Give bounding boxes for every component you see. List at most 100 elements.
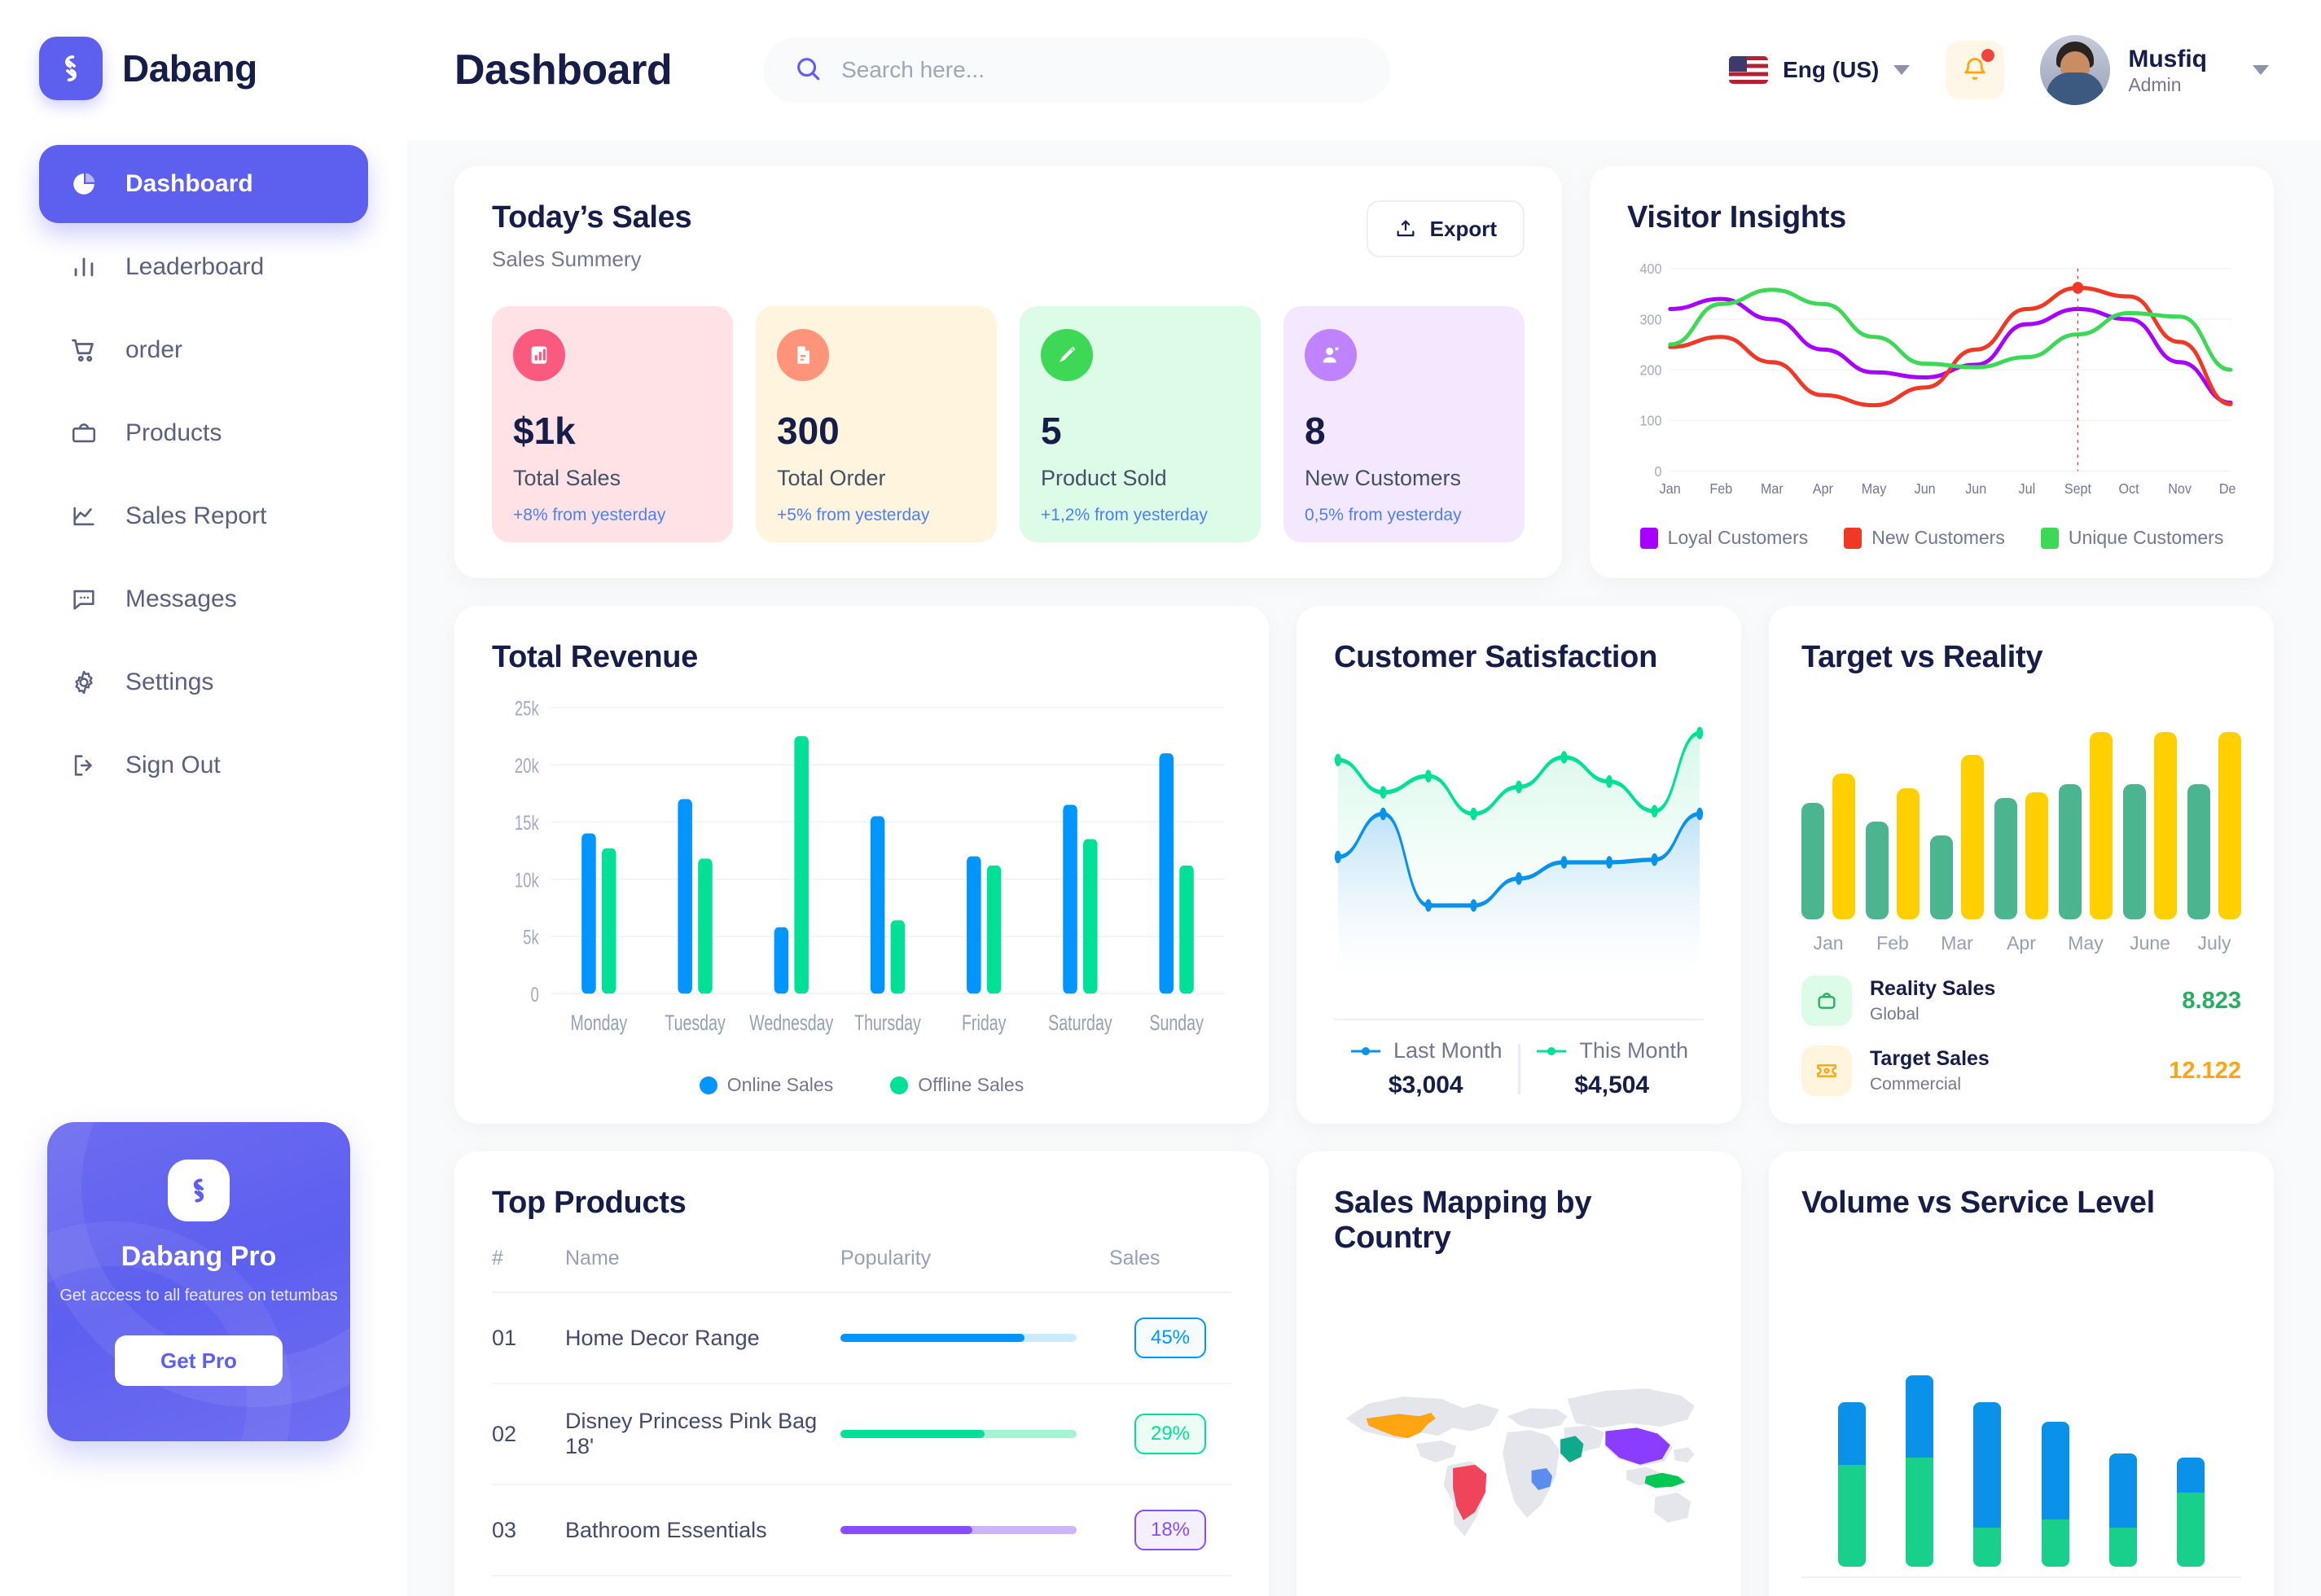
bar bbox=[1994, 797, 2017, 919]
svg-text:Mar: Mar bbox=[1761, 480, 1784, 497]
sidebar-item-label: Sales Report bbox=[125, 502, 267, 529]
total-revenue-chart: 0 5k 10k 15k 20k 25k Monday Tuesday Wednesday Thu… bbox=[492, 696, 1231, 1071]
sidebar-item-sign-out[interactable]: Sign Out bbox=[39, 726, 368, 805]
product-index: 01 bbox=[492, 1292, 565, 1384]
table-row[interactable]: 01 Home Decor Range 45% bbox=[492, 1292, 1231, 1384]
promo-logo-icon bbox=[168, 1160, 230, 1221]
axis-label: Apr bbox=[2007, 932, 2036, 954]
product-name: Apple Smartwatches bbox=[565, 1576, 840, 1596]
stacked-bar bbox=[1837, 1402, 1866, 1567]
notification-badge bbox=[1981, 49, 1995, 62]
axis-label: Jan bbox=[1813, 932, 1844, 954]
table-header-row: # Name Popularity Sales bbox=[492, 1247, 1231, 1293]
product-sales: 29% bbox=[1109, 1383, 1231, 1485]
cart-icon bbox=[67, 333, 101, 367]
sidebar-item-settings[interactable]: Settings bbox=[39, 643, 368, 721]
search-box[interactable] bbox=[763, 37, 1391, 103]
target-vs-reality-card: Target vs Reality Jan Feb Mar Apr May June Jul… bbox=[1769, 606, 2274, 1124]
sidebar-item-sales-report[interactable]: Sales Report bbox=[39, 477, 368, 555]
sidebar-item-label: Products bbox=[125, 419, 222, 446]
us-flag-icon bbox=[1729, 56, 1769, 84]
axis-label: June bbox=[2130, 932, 2170, 954]
svg-text:Jun: Jun bbox=[1915, 480, 1936, 497]
sidebar-item-label: Sign Out bbox=[125, 752, 221, 778]
bar bbox=[2187, 784, 2210, 919]
stat-card-product-sold: 5 Product Sold +1,2% from yesterday bbox=[1020, 306, 1261, 542]
svg-text:Nov: Nov bbox=[2168, 480, 2192, 497]
stat-delta: +8% from yesterday bbox=[513, 506, 666, 524]
user-menu[interactable]: Musfiq Admin bbox=[2040, 35, 2269, 105]
todays-sales-card: Today’s Sales Sales Summery Export bbox=[454, 166, 1562, 578]
map-country-dr-congo bbox=[1531, 1468, 1553, 1491]
language-label: Eng (US) bbox=[1783, 57, 1880, 82]
search-input[interactable] bbox=[841, 57, 1360, 83]
sidebar-item-products[interactable]: Products bbox=[39, 394, 368, 472]
stat-value: 5 bbox=[1041, 410, 1062, 452]
svg-text:0: 0 bbox=[1655, 463, 1662, 480]
notification-button[interactable] bbox=[1946, 41, 2005, 99]
top-products-title: Top Products bbox=[492, 1186, 687, 1220]
promo-card: Dabang Pro Get access to all features on… bbox=[47, 1122, 350, 1441]
bar-group bbox=[1801, 773, 1855, 919]
bar bbox=[1801, 803, 1824, 919]
product-index: 04 bbox=[492, 1576, 565, 1596]
svg-text:100: 100 bbox=[1640, 413, 1662, 429]
svg-text:Sept: Sept bbox=[2064, 480, 2092, 497]
svg-text:10k: 10k bbox=[515, 869, 540, 892]
promo-subtitle: Get access to all features on tetumbas bbox=[59, 1287, 338, 1304]
legend-row-target: Target Sales Commercial 12.122 bbox=[1801, 1046, 2241, 1096]
product-sales: 45% bbox=[1109, 1292, 1231, 1384]
map-country-brazil bbox=[1453, 1464, 1487, 1520]
axis-label: Mar bbox=[1941, 932, 1973, 954]
export-icon bbox=[1397, 220, 1415, 237]
sidebar-item-order[interactable]: order bbox=[39, 311, 368, 389]
target-vs-reality-legend: Reality Sales Global 8.823 bbox=[1801, 976, 2241, 1096]
volume-vs-service-chart bbox=[1801, 1242, 2241, 1576]
volume-vs-service-card: Volume vs Service Level Volume 1,135 Ser… bbox=[1769, 1151, 2274, 1596]
row-one: Today’s Sales Sales Summery Export bbox=[454, 166, 2274, 578]
bar-group bbox=[2187, 732, 2241, 919]
stacked-bar bbox=[1905, 1375, 1933, 1567]
svg-text:Jun: Jun bbox=[1965, 480, 1986, 497]
chevron-down-icon bbox=[1893, 65, 1911, 75]
bar-segment-volume bbox=[2041, 1422, 2069, 1520]
stat-label: Product Sold bbox=[1041, 466, 1167, 490]
total-revenue-card: Total Revenue 0 5k 10k 15k 20k 25k Monday Tuesd… bbox=[454, 606, 1269, 1124]
legend-item: New Customers bbox=[1844, 527, 2005, 549]
product-sales: 25% bbox=[1109, 1576, 1231, 1596]
bar bbox=[2123, 784, 2146, 919]
total-revenue-legend: Online Sales Offline Sales bbox=[492, 1074, 1231, 1096]
stacked-bar bbox=[2108, 1453, 2137, 1567]
stat-card-total-sales: $1k Total Sales +8% from yesterday bbox=[492, 306, 733, 542]
line-marker-icon bbox=[1350, 1046, 1380, 1055]
bar-segment-services bbox=[1973, 1528, 2002, 1567]
page-title: Dashboard bbox=[454, 46, 673, 94]
export-button[interactable]: Export bbox=[1366, 200, 1525, 257]
customer-satisfaction-title: Customer Satisfaction bbox=[1334, 640, 1658, 674]
search-icon bbox=[794, 55, 822, 86]
map-country-china bbox=[1605, 1427, 1670, 1465]
bar-group bbox=[1866, 788, 1920, 919]
language-selector[interactable]: Eng (US) bbox=[1729, 56, 1911, 84]
brand-name: Dabang bbox=[122, 47, 257, 90]
sidebar-item-dashboard[interactable]: Dashboard bbox=[39, 145, 368, 223]
svg-text:Apr: Apr bbox=[1813, 480, 1834, 497]
row-three: Top Products # Name Popularity Sales 01 H… bbox=[454, 1151, 2274, 1596]
sidebar-item-leaderboard[interactable]: Leaderboard bbox=[39, 228, 368, 306]
visitor-insights-title: Visitor Insights bbox=[1627, 200, 1846, 235]
svg-text:400: 400 bbox=[1640, 261, 1662, 278]
sidebar-item-label: Settings bbox=[125, 669, 214, 695]
table-row[interactable]: 04Apple Smartwatches 25% bbox=[492, 1576, 1231, 1596]
sidebar-item-messages[interactable]: Messages bbox=[39, 560, 368, 638]
get-pro-button[interactable]: Get Pro bbox=[115, 1335, 283, 1386]
top-products-table: # Name Popularity Sales 01 Home Decor Ran… bbox=[492, 1247, 1231, 1596]
table-row[interactable]: 03 Bathroom Essentials 18% bbox=[492, 1484, 1231, 1576]
customer-satisfaction-card: Customer Satisfaction Last Month $3,004 bbox=[1297, 606, 1741, 1124]
map-country-united-states bbox=[1366, 1412, 1436, 1439]
table-row[interactable]: 02 Disney Princess Pink Bag 18' 29% bbox=[492, 1383, 1231, 1485]
stat-label: Total Order bbox=[777, 466, 886, 490]
bag-icon bbox=[67, 416, 101, 450]
bar bbox=[2218, 732, 2241, 919]
svg-text:Jul: Jul bbox=[2019, 480, 2036, 497]
svg-text:Des: Des bbox=[2219, 480, 2236, 497]
